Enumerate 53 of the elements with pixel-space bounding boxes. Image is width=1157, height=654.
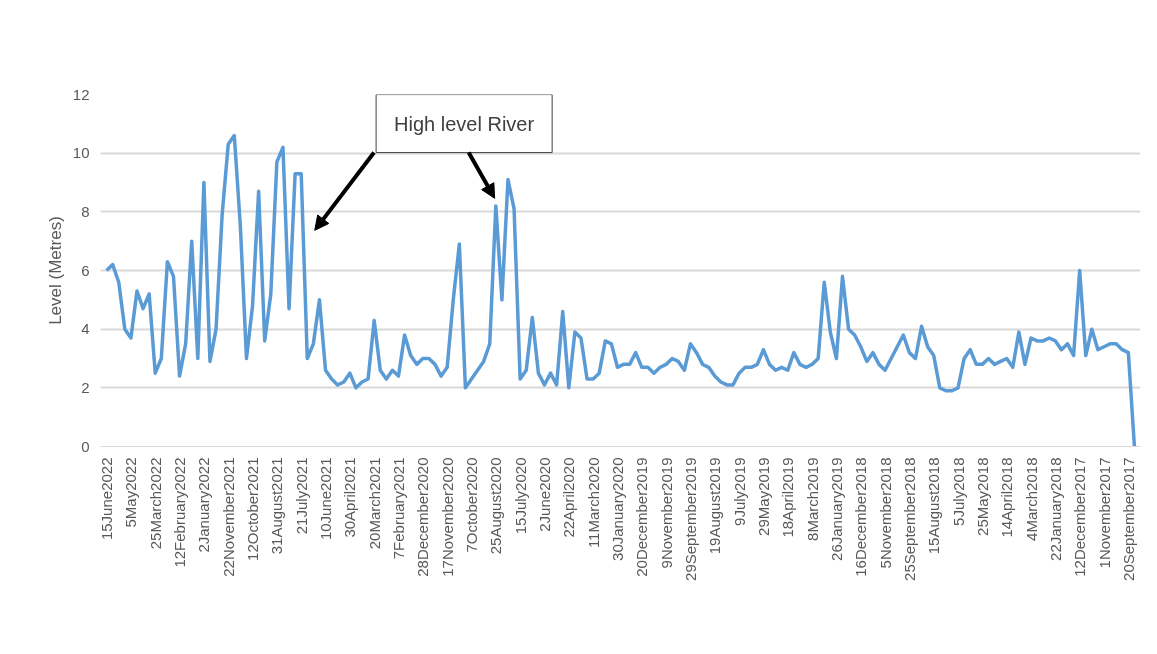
- line-series: [104, 133, 1137, 447]
- x-tick-label: 2January2022: [195, 457, 213, 553]
- x-tick-label: 22November2021: [219, 457, 237, 577]
- x-tick-label: 28December2020: [414, 457, 432, 577]
- y-tick-label: 12: [72, 85, 90, 103]
- x-tick-label: 15June2022: [98, 457, 116, 541]
- x-tick-label: 9July2019: [730, 457, 748, 526]
- y-tick-label: 10: [72, 144, 90, 162]
- x-tick-label: 17November2020: [438, 457, 456, 577]
- x-tick-label: 7October2020: [462, 457, 480, 553]
- x-tick-label: 25March2022: [146, 457, 164, 550]
- x-tick-label: 25May2018: [973, 457, 991, 536]
- x-tick-label: 5November2018: [876, 457, 894, 569]
- x-tick-label: 12October2021: [244, 457, 262, 561]
- x-tick-label: 22January2018: [1046, 457, 1064, 561]
- x-tick-label: 22April2020: [560, 457, 578, 538]
- x-tick-label: 30April2021: [341, 457, 359, 538]
- x-tick-label: 7February2021: [390, 457, 408, 560]
- x-tick-label: 25September2018: [900, 457, 918, 581]
- x-tick-label: 15July2020: [511, 457, 529, 535]
- x-tick-label: 1November2017: [1095, 457, 1113, 569]
- x-tick-label: 20March2021: [365, 457, 383, 550]
- x-tick-label: 31August2021: [268, 457, 286, 555]
- x-tick-label: 5May2022: [122, 457, 140, 528]
- x-tick-label: 10June2021: [317, 457, 335, 541]
- y-axis-title: Level (Metres): [45, 216, 65, 325]
- y-tick-label: 2: [81, 378, 90, 396]
- x-tick-label: 12February2022: [171, 457, 189, 568]
- x-tick-label: 5July2018: [949, 457, 967, 526]
- x-tick-label: 4March2018: [1022, 457, 1040, 541]
- x-tick-label: 20December2019: [633, 457, 651, 577]
- x-tick-label: 29September2019: [681, 457, 699, 581]
- y-tick-label: 6: [81, 261, 90, 279]
- x-tick-label: 19August2019: [706, 457, 724, 555]
- x-tick-label: 15August2018: [925, 457, 943, 555]
- x-tick-label: 11March2020: [584, 457, 602, 549]
- x-tick-label: 18April2019: [779, 457, 797, 538]
- y-tick-label: 8: [81, 202, 90, 220]
- x-tick-label: 30January2020: [608, 457, 626, 561]
- x-tick-label: 2June2020: [535, 457, 553, 532]
- x-tick-label: 20September2017: [1119, 457, 1137, 581]
- y-tick-label: 0: [81, 437, 90, 455]
- x-tick-label: 21July2021: [292, 457, 310, 535]
- x-tick-label: 12December2017: [1071, 457, 1089, 577]
- x-tick-label: 29May2019: [754, 457, 772, 536]
- x-tick-label: 26January2019: [827, 457, 845, 561]
- x-tick-label: 25August2020: [487, 457, 505, 555]
- y-tick-label: 4: [81, 320, 90, 338]
- annotation: High level River: [394, 112, 535, 135]
- x-tick-label: 9November2019: [657, 457, 675, 569]
- x-tick-label: 8March2019: [803, 457, 821, 541]
- x-tick-label: 14April2018: [998, 457, 1016, 538]
- x-tick-label: 16December2018: [852, 457, 870, 577]
